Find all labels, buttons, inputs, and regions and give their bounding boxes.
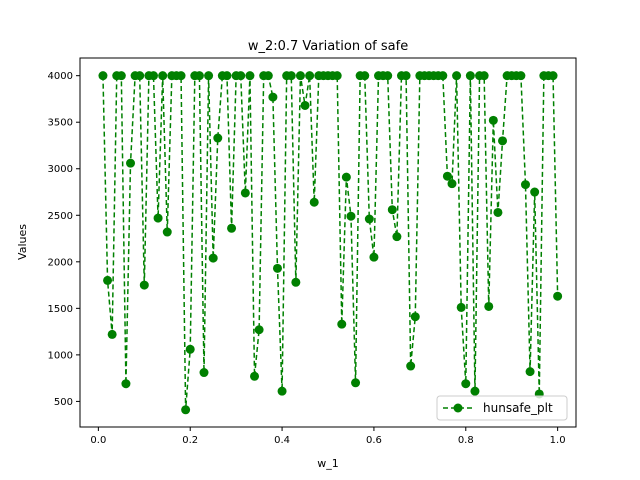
x-tick-label: 0.4	[274, 435, 290, 446]
data-point	[465, 71, 475, 81]
data-point	[139, 280, 149, 290]
data-point	[227, 223, 237, 233]
data-point	[300, 100, 310, 110]
data-point	[176, 71, 186, 81]
data-point	[470, 386, 480, 396]
y-axis-label: Values	[16, 224, 29, 260]
data-point	[461, 379, 471, 389]
data-point	[162, 227, 172, 237]
y-tick-label: 1000	[48, 350, 73, 361]
data-point	[530, 187, 540, 197]
data-point	[199, 368, 209, 378]
data-point	[309, 197, 319, 207]
data-point	[254, 325, 264, 335]
x-tick-label: 1.0	[550, 435, 566, 446]
data-point	[548, 71, 558, 81]
chart-title: w_2:0.7 Variation of safe	[248, 39, 408, 54]
data-point	[553, 291, 563, 301]
x-tick-label: 0.8	[458, 435, 474, 446]
data-point	[103, 275, 113, 285]
y-tick-label: 2500	[48, 211, 73, 222]
data-point	[135, 71, 145, 81]
data-point	[222, 71, 232, 81]
data-point	[204, 71, 214, 81]
data-point	[438, 71, 448, 81]
data-point	[286, 71, 296, 81]
data-point	[236, 71, 246, 81]
data-point	[240, 188, 250, 198]
data-point	[341, 172, 351, 182]
legend: hunsafe_plt	[436, 395, 568, 421]
data-point	[442, 171, 452, 181]
y-tick-label: 3000	[48, 164, 73, 175]
axes-frame	[79, 57, 577, 428]
data-point	[369, 252, 379, 262]
data-point	[383, 71, 393, 81]
data-point	[213, 133, 223, 143]
data-point	[410, 312, 420, 322]
data-point	[351, 378, 361, 388]
data-point	[245, 71, 255, 81]
data-point	[401, 71, 411, 81]
data-point	[263, 71, 273, 81]
data-point	[452, 71, 462, 81]
data-point	[98, 71, 108, 81]
x-tick-label: 0.6	[366, 435, 382, 446]
data-point	[126, 158, 136, 168]
data-point	[291, 277, 301, 287]
data-point	[493, 207, 503, 217]
data-point	[208, 253, 218, 263]
y-axis: 500 1000 1500 2000 2500 3000 3500 4000	[48, 71, 80, 408]
data-point	[295, 71, 305, 81]
data-point	[520, 180, 530, 190]
data-point	[479, 71, 489, 81]
plot-area	[98, 71, 563, 415]
data-point	[107, 329, 117, 339]
data-point	[305, 71, 315, 81]
x-tick-label: 0.0	[90, 435, 106, 446]
legend-marker-swatch	[453, 403, 463, 413]
y-tick-label: 4000	[48, 71, 73, 82]
data-point	[387, 205, 397, 215]
data-point	[337, 319, 347, 329]
legend-label: hunsafe_plt	[483, 401, 553, 415]
data-point	[121, 379, 131, 389]
data-point	[516, 71, 526, 81]
data-point	[268, 92, 278, 102]
data-point	[484, 301, 494, 311]
data-point	[116, 71, 126, 81]
data-point	[277, 386, 287, 396]
data-point	[153, 213, 163, 223]
y-tick-label: 500	[54, 397, 73, 408]
data-point	[447, 179, 457, 189]
data-point	[181, 405, 191, 415]
data-point	[392, 232, 402, 242]
data-point	[364, 214, 374, 224]
data-point	[148, 71, 158, 81]
data-point	[498, 136, 508, 146]
data-point	[456, 302, 466, 312]
data-point	[360, 71, 370, 81]
x-axis-label: w_1	[317, 457, 339, 470]
data-point	[525, 367, 535, 377]
x-axis: 0.0 0.2 0.4 0.6 0.8 1.0	[90, 427, 566, 446]
data-point	[185, 344, 195, 354]
data-point	[250, 371, 260, 381]
x-tick-label: 0.2	[182, 435, 198, 446]
data-point	[488, 115, 498, 125]
legend-box	[436, 395, 568, 421]
y-tick-label: 2000	[48, 257, 73, 268]
data-point	[332, 71, 342, 81]
data-point	[346, 211, 356, 221]
data-point	[272, 263, 282, 273]
data-point	[194, 71, 204, 81]
data-point	[158, 71, 168, 81]
y-tick-label: 1500	[48, 304, 73, 315]
data-point	[406, 361, 416, 371]
y-tick-label: 3500	[48, 118, 73, 129]
